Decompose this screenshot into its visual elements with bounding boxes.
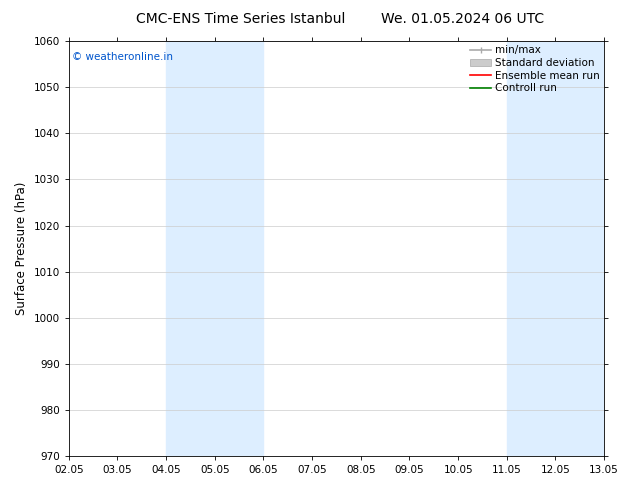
Y-axis label: Surface Pressure (hPa): Surface Pressure (hPa) [15, 182, 28, 315]
Text: We. 01.05.2024 06 UTC: We. 01.05.2024 06 UTC [381, 12, 545, 26]
Text: CMC-ENS Time Series Istanbul: CMC-ENS Time Series Istanbul [136, 12, 346, 26]
Bar [507, 41, 604, 456]
Bar [166, 41, 264, 456]
Legend: min/max, Standard deviation, Ensemble mean run, Controll run: min/max, Standard deviation, Ensemble me… [467, 42, 603, 97]
Text: © weatheronline.in: © weatheronline.in [72, 51, 172, 62]
